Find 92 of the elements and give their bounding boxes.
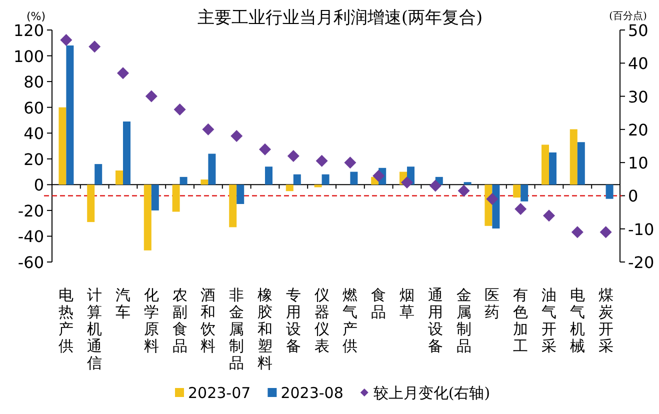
point	[202, 123, 214, 136]
y-tick-label: -60	[18, 253, 44, 272]
x-tick-label: 汽车	[116, 286, 130, 321]
point	[486, 193, 498, 206]
x-tick-label: 油气开采	[542, 286, 556, 355]
bar	[265, 166, 272, 185]
bar	[200, 180, 208, 185]
y-tick-label: 100	[13, 46, 44, 66]
y2-tick-label: 0	[628, 186, 638, 206]
bar	[123, 122, 130, 185]
bar	[66, 45, 74, 185]
point	[543, 210, 555, 222]
x-tick-label: 医药	[484, 286, 500, 321]
point	[458, 184, 470, 197]
y2-tick-label: 20	[628, 120, 648, 140]
x-tick-label: 仪器仪表	[314, 286, 330, 355]
y-tick-label: 120	[13, 21, 44, 40]
y2-tick-label: 50	[628, 21, 648, 40]
y2-tick-label: 30	[628, 87, 648, 106]
y2-axis-title: (百分点)	[609, 10, 647, 22]
x-tick-label: 化学原料	[144, 286, 159, 355]
bar	[293, 174, 301, 185]
x-tick-label: 有色加工	[513, 286, 528, 355]
point	[60, 34, 72, 46]
point	[230, 130, 243, 142]
x-tick-label: 酒和饮料	[200, 286, 216, 355]
legend-label: 2023-08	[280, 384, 344, 402]
point	[514, 202, 527, 215]
bar	[229, 184, 237, 228]
x-tick-label: 专用设备	[286, 286, 301, 355]
point	[429, 180, 442, 192]
bar	[314, 184, 322, 188]
point	[174, 104, 186, 116]
y-axis-title: (%)	[26, 10, 46, 23]
x-tick-label: 食品	[371, 286, 386, 321]
point	[287, 150, 300, 162]
x-tick-label: 通用设备	[428, 286, 443, 355]
bar	[236, 184, 244, 204]
y-tick-label: -20	[18, 201, 44, 220]
bar	[322, 174, 330, 185]
x-tick-label: 农副食品	[172, 286, 188, 355]
point	[145, 90, 158, 102]
point	[316, 154, 328, 167]
y-tick-label: -40	[18, 227, 44, 246]
x-tick-label: 计算机通信	[87, 286, 102, 372]
legend-label: 较上月变化(右轴)	[373, 384, 490, 402]
bar	[144, 184, 152, 250]
bar	[116, 170, 123, 185]
point	[372, 170, 385, 182]
bar	[151, 184, 159, 210]
point	[401, 176, 413, 188]
point	[259, 143, 271, 156]
y2-tick-label: -10	[628, 220, 654, 239]
y2-tick-label: 40	[628, 54, 648, 74]
point	[88, 40, 101, 53]
x-tick-label: 煤炭开采	[598, 286, 614, 355]
y-tick-label: 60	[24, 98, 44, 118]
bar	[549, 152, 556, 185]
bar	[542, 144, 549, 185]
x-tick-label: 橡胶和塑料	[258, 286, 272, 372]
point	[117, 67, 129, 80]
bar	[172, 184, 180, 212]
bar	[570, 129, 578, 185]
y-tick-label: 80	[24, 72, 44, 92]
bar	[94, 164, 102, 185]
bar	[286, 184, 294, 192]
bar	[208, 154, 216, 185]
bar	[520, 184, 528, 202]
bar	[577, 142, 585, 185]
x-tick-label: 燃气产供	[342, 286, 358, 355]
x-tick-label: 烟草	[400, 286, 414, 321]
bar	[58, 107, 66, 185]
bar	[513, 184, 521, 198]
x-tick-label: 电气机械	[570, 286, 585, 355]
y-tick-label: 40	[24, 124, 44, 144]
y2-tick-label: -20	[628, 253, 654, 272]
bar	[180, 176, 188, 185]
point	[600, 226, 612, 238]
x-tick-label: 电热产供	[58, 286, 74, 355]
bar	[87, 184, 95, 222]
y-tick-label: 20	[24, 150, 44, 169]
point	[571, 226, 584, 238]
y2-tick-label: 10	[628, 154, 648, 173]
bar	[464, 182, 472, 185]
bar	[606, 184, 614, 199]
chart-title: 主要工业行业当月利润增速(两年复合)	[197, 8, 483, 28]
point	[344, 156, 356, 169]
x-tick-label: 金属制品	[456, 286, 472, 355]
x-tick-label: 非金属制品	[229, 286, 244, 372]
y-tick-label: 0	[34, 176, 44, 195]
bar	[350, 172, 358, 185]
legend-label: 2023-07	[188, 384, 251, 402]
